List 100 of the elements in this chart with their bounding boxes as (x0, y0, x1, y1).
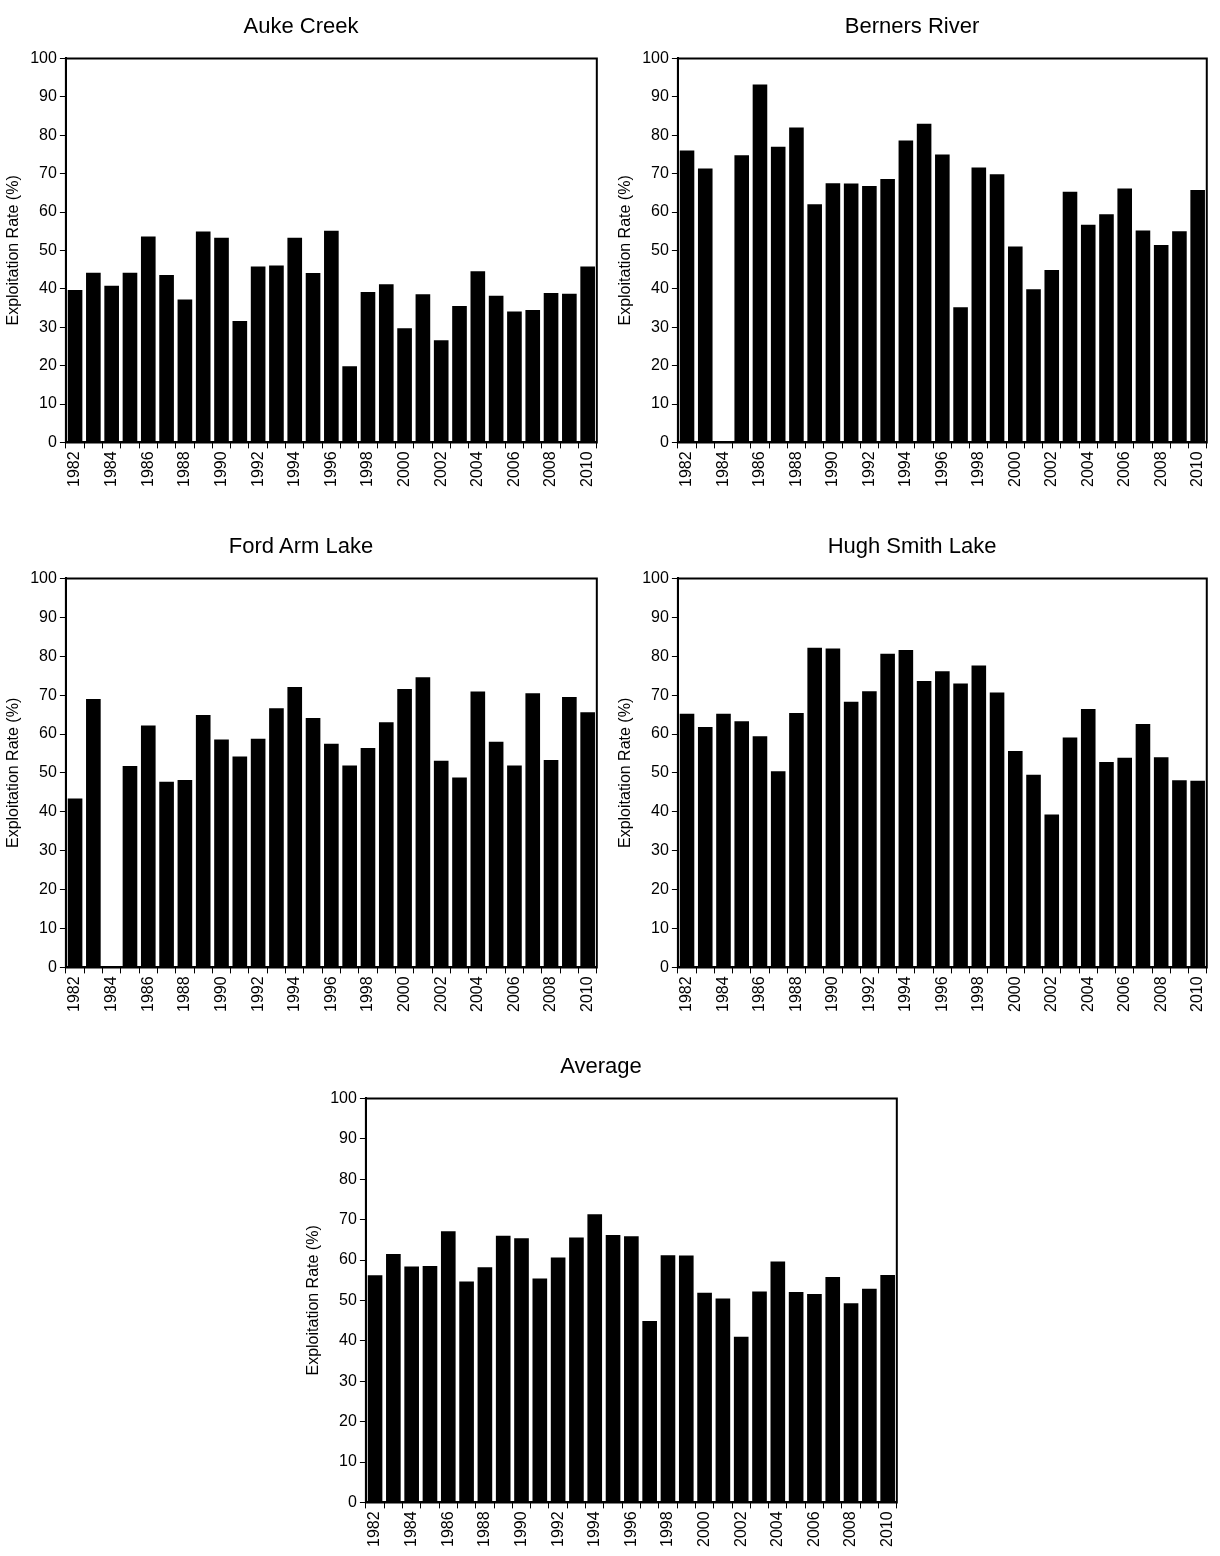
x-tick-label: 1982 (65, 976, 83, 1012)
x-tick-label: 1992 (859, 976, 877, 1012)
x-tick-label: 2002 (1042, 976, 1060, 1012)
x-tick-label: 1986 (438, 1511, 456, 1547)
x-tick-label: 1990 (823, 451, 841, 487)
x-tick-label: 1994 (896, 451, 914, 487)
chart-title: Auke Creek (243, 13, 360, 39)
y-tick-label: 80 (651, 646, 669, 664)
x-tick-label: 1982 (365, 1511, 383, 1547)
y-tick-label: 30 (39, 841, 57, 859)
x-tick-label: 1992 (248, 976, 266, 1012)
y-tick-label: 100 (642, 568, 669, 586)
chart-title: Ford Arm Lake (228, 533, 374, 559)
x-tick-label: 1986 (138, 451, 156, 487)
y-tick-label: 40 (39, 279, 57, 297)
y-tick-label: 20 (339, 1412, 357, 1430)
x-tick-label: 1998 (358, 451, 376, 487)
y-tick-label: 100 (30, 568, 57, 586)
x-tick-label: 1998 (358, 976, 376, 1012)
x-tick-label: 1984 (102, 451, 120, 487)
x-tick-label: 1996 (932, 976, 950, 1012)
y-tick-label: 20 (39, 356, 57, 374)
chart-title: Average (560, 1053, 642, 1079)
y-tick-label: 90 (651, 87, 669, 105)
x-tick-label: 1988 (475, 1511, 493, 1547)
y-tick-label: 60 (651, 202, 669, 220)
y-tick-label: 20 (651, 880, 669, 898)
x-tick-label: 1994 (285, 976, 303, 1012)
x-tick-label: 1988 (786, 976, 804, 1012)
y-tick-label: 70 (339, 1210, 357, 1228)
y-tick-label: 0 (347, 1492, 357, 1510)
y-tick-label: 70 (651, 685, 669, 703)
x-tick-label: 1996 (321, 451, 339, 487)
y-tick-label: 40 (651, 279, 669, 297)
x-tick-label: 1984 (102, 976, 120, 1012)
x-tick-label: 1996 (321, 976, 339, 1012)
chart-title: Berners River (844, 13, 980, 39)
y-tick-label: 30 (339, 1371, 357, 1389)
y-tick-label: 100 (642, 48, 669, 66)
x-tick-label: 2000 (394, 976, 412, 1012)
x-tick-label: 2008 (541, 451, 559, 487)
y-tick-label: 10 (39, 918, 57, 936)
y-tick-label: 90 (339, 1129, 357, 1147)
x-tick-label: 2010 (1188, 976, 1206, 1012)
x-tick-label: 1986 (750, 976, 768, 1012)
x-tick-label: 2006 (1115, 451, 1133, 487)
x-tick-label: 2010 (1188, 451, 1206, 487)
x-tick-label: 1996 (621, 1511, 639, 1547)
x-tick-label: 2006 (1115, 976, 1133, 1012)
x-tick-label: 2010 (578, 451, 596, 487)
x-tick-label: 1998 (658, 1511, 676, 1547)
x-tick-label: 2008 (1151, 976, 1169, 1012)
x-tick-label: 1990 (211, 976, 229, 1012)
y-tick-label: 60 (39, 202, 57, 220)
y-tick-label: 50 (39, 763, 57, 781)
y-tick-label: 90 (39, 607, 57, 625)
y-axis-title: Exploitation Rate (%) (4, 175, 22, 326)
y-axis-title: Exploitation Rate (%) (616, 175, 634, 326)
x-tick-label: 1992 (548, 1511, 566, 1547)
x-tick-label: 2006 (804, 1511, 822, 1547)
x-tick-label: 2000 (1005, 976, 1023, 1012)
y-tick-label: 50 (339, 1290, 357, 1308)
y-tick-label: 10 (39, 394, 57, 412)
y-tick-label: 90 (39, 87, 57, 105)
x-tick-label: 2008 (1151, 451, 1169, 487)
x-tick-label: 2000 (694, 1511, 712, 1547)
x-tick-label: 1982 (677, 451, 695, 487)
x-tick-label: 1994 (896, 976, 914, 1012)
x-tick-label: 2008 (841, 1511, 859, 1547)
y-axis-title: Exploitation Rate (%) (4, 697, 22, 849)
y-tick-label: 70 (39, 164, 57, 182)
y-tick-label: 10 (651, 918, 669, 936)
x-tick-label: 1990 (511, 1511, 529, 1547)
y-tick-label: 30 (651, 317, 669, 335)
x-tick-label: 1988 (175, 451, 193, 487)
x-tick-label: 1996 (932, 451, 950, 487)
x-tick-label: 2008 (541, 976, 559, 1012)
y-tick-label: 30 (651, 841, 669, 859)
y-tick-label: 60 (651, 724, 669, 742)
x-tick-label: 1984 (402, 1511, 420, 1547)
x-tick-label: 2004 (1078, 976, 1096, 1012)
x-tick-label: 2002 (431, 451, 449, 487)
x-tick-label: 2002 (431, 976, 449, 1012)
y-tick-label: 0 (47, 432, 57, 450)
y-tick-label: 50 (651, 240, 669, 258)
y-tick-label: 40 (339, 1331, 357, 1349)
x-tick-label: 1984 (713, 451, 731, 487)
y-tick-label: 40 (39, 802, 57, 820)
y-tick-label: 100 (30, 48, 57, 66)
y-tick-label: 80 (39, 125, 57, 143)
y-tick-label: 0 (659, 432, 669, 450)
x-tick-label: 2004 (1078, 451, 1096, 487)
y-tick-label: 10 (339, 1452, 357, 1470)
x-tick-label: 1986 (138, 976, 156, 1012)
x-tick-label: 1982 (677, 976, 695, 1012)
y-tick-label: 80 (339, 1169, 357, 1187)
y-tick-label: 50 (651, 763, 669, 781)
x-tick-label: 1992 (248, 451, 266, 487)
chart-title: Hugh Smith Lake (827, 533, 997, 559)
y-tick-label: 0 (47, 957, 57, 975)
